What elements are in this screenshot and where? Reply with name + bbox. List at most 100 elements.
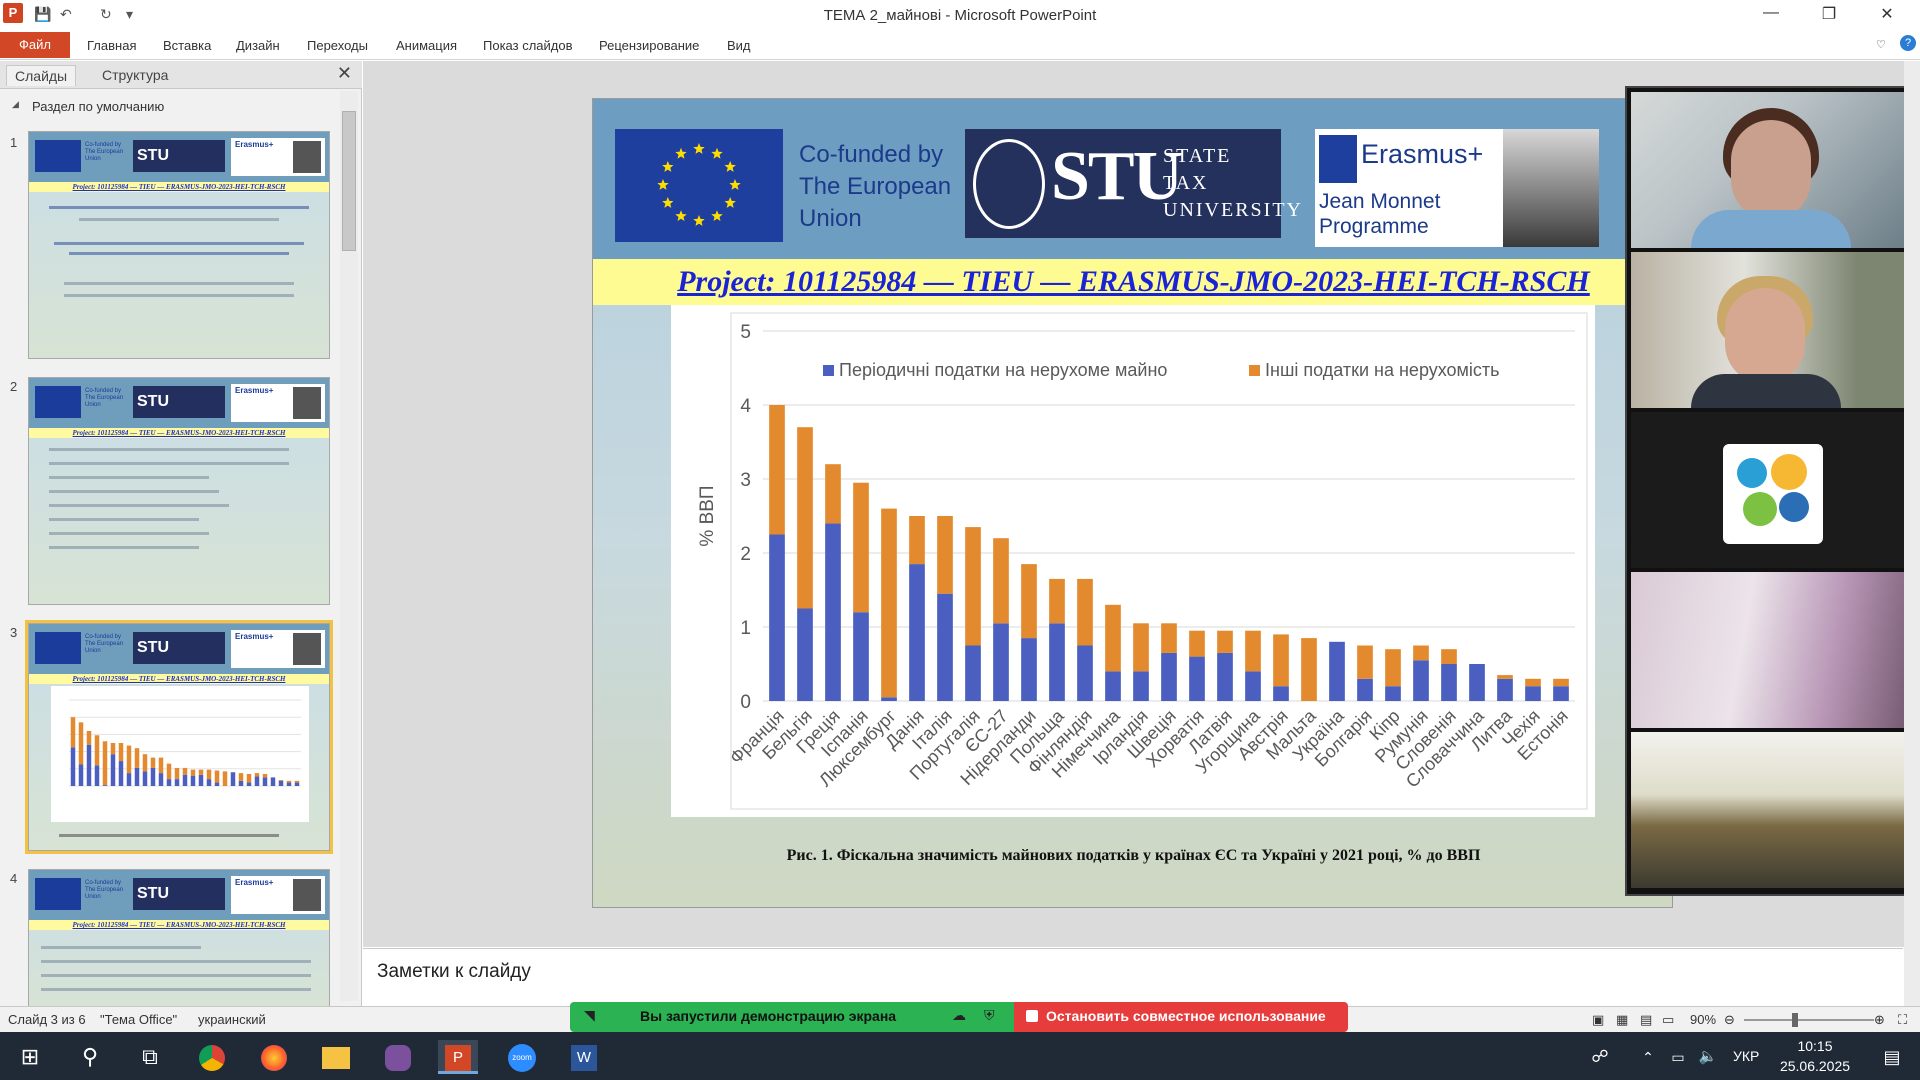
- tab-view[interactable]: Вид: [727, 38, 751, 53]
- thumb-cofunded: Co-funded by The European Union: [85, 142, 124, 162]
- tab-structure[interactable]: Структура: [102, 67, 169, 83]
- battery-icon[interactable]: ▭: [1671, 1049, 1685, 1065]
- close-pane-icon[interactable]: ✕: [336, 63, 352, 83]
- minimize-button[interactable]: —: [1763, 4, 1779, 21]
- cofunded-text: Co-funded by The European Union: [799, 139, 951, 235]
- restore-button[interactable]: ❐: [1821, 6, 1837, 23]
- redo-icon[interactable]: ↻: [100, 6, 112, 22]
- bar-segment: [937, 593, 953, 701]
- eu-flag-icon: [35, 140, 81, 172]
- section-header[interactable]: ◢ Раздел по умолчанию: [0, 97, 340, 117]
- tab-slides[interactable]: Слайды: [6, 65, 77, 86]
- participant-video-3[interactable]: [1631, 412, 1914, 568]
- viber-icon[interactable]: [378, 1040, 418, 1074]
- bar-segment: [1189, 656, 1205, 701]
- stop-sharing-button[interactable]: Остановить совместное использование: [1014, 1002, 1348, 1032]
- edit-scrollbar[interactable]: [1904, 61, 1920, 1007]
- zoom-icon[interactable]: zoom: [502, 1040, 542, 1074]
- firefox-icon[interactable]: [254, 1040, 294, 1074]
- zoom-slider-handle[interactable]: [1792, 1013, 1798, 1027]
- slides-scrollbar[interactable]: [340, 91, 358, 1001]
- tab-animation[interactable]: Анимация: [396, 38, 458, 53]
- cofunded-line: Union: [799, 205, 862, 232]
- collapse-triangle-icon[interactable]: ◢: [12, 99, 19, 109]
- clock[interactable]: 10:15 25.06.2025: [1770, 1036, 1860, 1076]
- normal-view-icon[interactable]: ▣: [1592, 1012, 1605, 1027]
- stu-seal-icon: [973, 139, 1045, 229]
- slide-sorter-icon[interactable]: ▦: [1616, 1012, 1629, 1027]
- project-link[interactable]: Project: 101125984 — TIEU — ERASMUS-JMO-…: [677, 265, 1590, 298]
- zoom-out-icon[interactable]: ⊖: [1724, 1012, 1735, 1027]
- bar-segment: [1161, 652, 1177, 701]
- task-view-icon[interactable]: ⧉: [142, 1044, 158, 1069]
- participant-video-1[interactable]: [1631, 92, 1914, 248]
- scrollbar-thumb[interactable]: [342, 111, 356, 251]
- thumb-bar-segment: [214, 770, 220, 783]
- chrome-icon[interactable]: [192, 1040, 232, 1074]
- slide-thumbnail-3[interactable]: Co-funded by The European Union STU Erasmus+…: [25, 620, 333, 854]
- minimize-ribbon-icon[interactable]: ♡: [1876, 39, 1886, 51]
- tab-review[interactable]: Рецензирование: [599, 38, 700, 53]
- bar-segment: [1329, 641, 1345, 701]
- close-button[interactable]: ✕: [1880, 6, 1894, 23]
- thumb-bar-segment: [142, 754, 148, 772]
- tab-transitions[interactable]: Переходы: [307, 38, 368, 53]
- participant-face: [1731, 120, 1811, 220]
- zoom-in-icon[interactable]: ⊕: [1874, 1012, 1885, 1027]
- notes-pane[interactable]: Заметки к слайду: [363, 948, 1903, 1006]
- figure-caption: Рис. 1. Фіскальна значимість майнових по…: [786, 847, 1481, 864]
- bar-segment: [1217, 630, 1233, 653]
- reading-view-icon[interactable]: ▤: [1640, 1012, 1653, 1027]
- file-explorer-icon[interactable]: [316, 1040, 356, 1074]
- zoom-slider[interactable]: [1744, 1019, 1874, 1021]
- word-icon[interactable]: W: [564, 1040, 604, 1074]
- chart-frame[interactable]: 0 1 2 3 4 5 % ВВП Періодичні податки на нерухом…: [671, 305, 1595, 817]
- erasmus-logo: Erasmus+ Jean Monnet Programme: [1315, 129, 1599, 247]
- bar-segment: [1441, 664, 1457, 701]
- slide-thumbnail-4[interactable]: Co-funded by The European Union STU Erasmus+…: [28, 869, 330, 1009]
- language-indicator[interactable]: украинский: [198, 1012, 266, 1027]
- thumb-bar-segment: [198, 774, 204, 786]
- bar-segment: [1217, 652, 1233, 701]
- participant-video-2[interactable]: [1631, 252, 1914, 408]
- tab-slideshow[interactable]: Показ слайдов: [483, 38, 573, 53]
- slideshow-view-icon[interactable]: ▭: [1662, 1012, 1675, 1027]
- clock-time: 10:15: [1797, 1038, 1833, 1054]
- slide-thumbnail-2[interactable]: Co-funded by The European Union STU Erasmus+…: [28, 377, 330, 605]
- search-icon[interactable]: ⚲: [81, 1044, 99, 1069]
- participant-video-4[interactable]: [1631, 572, 1914, 728]
- bar-segment: [825, 464, 841, 524]
- show-hidden-icons[interactable]: ⌃: [1642, 1049, 1654, 1065]
- powerpoint-taskbar-icon[interactable]: P: [438, 1040, 478, 1074]
- participant-video-5[interactable]: [1631, 732, 1914, 888]
- bar-segment: [797, 608, 813, 701]
- thumb-bar-segment: [110, 743, 116, 755]
- customize-quick-access-icon[interactable]: ▾: [126, 6, 134, 22]
- volume-icon[interactable]: 🔈: [1698, 1048, 1718, 1065]
- undo-icon[interactable]: ↶: [60, 6, 72, 22]
- notes-placeholder[interactable]: Заметки к слайду: [377, 961, 531, 982]
- cofunded-line: The European: [799, 173, 952, 200]
- tab-design[interactable]: Дизайн: [236, 38, 280, 53]
- windows-start-icon[interactable]: ⊞: [20, 1044, 40, 1069]
- save-icon[interactable]: 💾: [34, 6, 52, 22]
- slide-thumbnail-1[interactable]: Co-funded by The European Union STU Erasmus+…: [28, 131, 330, 359]
- eu-flag-icon: [615, 129, 783, 242]
- tab-insert[interactable]: Вставка: [163, 38, 212, 53]
- zoom-level[interactable]: 90%: [1690, 1012, 1717, 1027]
- thumb-bar-segment: [174, 767, 180, 780]
- people-icon[interactable]: ☍: [1591, 1047, 1609, 1066]
- tab-file[interactable]: Файл: [0, 32, 70, 58]
- current-slide[interactable]: Co-funded by The European Union STU STAT…: [592, 98, 1673, 908]
- eu-star: [724, 161, 736, 172]
- powerpoint-icon[interactable]: P: [3, 3, 23, 23]
- thumb-bar-segment: [222, 771, 228, 786]
- input-language[interactable]: УКР: [1733, 1048, 1760, 1064]
- theme-name[interactable]: "Тема Office": [100, 1012, 178, 1027]
- share-icon: ◥: [584, 1007, 595, 1023]
- notifications-icon[interactable]: ▤: [1883, 1047, 1901, 1067]
- fit-slide-icon[interactable]: ⛶: [1898, 1012, 1908, 1027]
- help-icon[interactable]: ?: [1900, 35, 1916, 51]
- tab-home[interactable]: Главная: [87, 38, 137, 53]
- thumb-bar-segment: [94, 765, 100, 786]
